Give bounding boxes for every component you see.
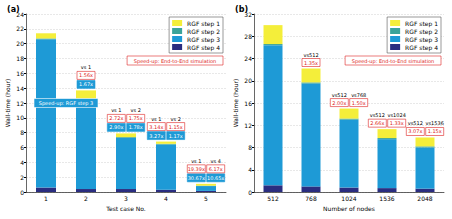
svg-text:12: 12 [16, 100, 24, 107]
svg-text:4: 4 [164, 195, 168, 202]
svg-text:Speed-up: End-to-End simulatio: Speed-up: End-to-End simulation [134, 58, 216, 65]
svg-text:8: 8 [248, 144, 252, 151]
svg-text:1.17x: 1.17x [169, 133, 183, 139]
svg-text:1.56x: 1.56x [79, 72, 93, 78]
svg-text:6.17x: 6.17x [209, 166, 223, 172]
svg-text:0: 0 [248, 189, 252, 196]
svg-text:8: 8 [20, 129, 24, 136]
svg-text:Wall-time (hour): Wall-time (hour) [232, 79, 239, 128]
svg-text:4: 4 [20, 159, 24, 166]
svg-text:vs 1: vs 1 [111, 107, 121, 113]
svg-text:1.15x: 1.15x [169, 124, 183, 130]
svg-text:(a): (a) [7, 5, 20, 14]
svg-text:2.66x: 2.66x [370, 120, 384, 126]
svg-text:Speed-up: RGF step 3: Speed-up: RGF step 3 [39, 100, 94, 107]
svg-text:5: 5 [204, 195, 208, 202]
svg-text:3.14x: 3.14x [149, 124, 163, 130]
svg-text:Speed-up: End-to-End simulatio: Speed-up: End-to-End simulation [352, 58, 434, 65]
svg-text:vs512: vs512 [303, 52, 318, 58]
svg-text:20: 20 [244, 77, 252, 84]
svg-text:1.75x: 1.75x [129, 115, 143, 121]
svg-text:1.78x: 1.78x [129, 124, 143, 130]
svg-text:22: 22 [16, 25, 24, 32]
svg-text:1.35x: 1.35x [304, 60, 318, 66]
svg-text:24: 24 [244, 55, 252, 62]
svg-text:RGF step 2: RGF step 2 [405, 28, 438, 36]
svg-text:2048: 2048 [417, 195, 432, 202]
svg-text:vs 1: vs 1 [81, 64, 91, 70]
svg-text:vs 1: vs 1 [191, 158, 201, 164]
svg-text:6: 6 [20, 144, 24, 151]
svg-text:vs512: vs512 [370, 112, 385, 118]
svg-text:vs 4: vs 4 [211, 158, 221, 164]
svg-text:Wall-time (hour): Wall-time (hour) [4, 79, 11, 128]
svg-text:(b): (b) [235, 5, 248, 14]
svg-text:vs1536: vs1536 [426, 120, 444, 126]
svg-text:20: 20 [16, 40, 24, 47]
svg-text:32: 32 [244, 10, 252, 18]
svg-text:RGF step 3: RGF step 3 [405, 36, 438, 44]
svg-text:RGF step 4: RGF step 4 [187, 44, 220, 52]
svg-text:2.72x: 2.72x [109, 115, 123, 121]
svg-text:vs512: vs512 [408, 120, 423, 126]
svg-text:1: 1 [44, 195, 48, 202]
svg-text:14: 14 [16, 85, 24, 92]
svg-text:Number of nodes: Number of nodes [323, 205, 375, 212]
svg-text:2: 2 [84, 195, 88, 202]
svg-text:3.27x: 3.27x [149, 133, 163, 139]
svg-text:512: 512 [267, 195, 279, 202]
svg-text:Test case No.: Test case No. [105, 205, 145, 212]
svg-text:vs 2: vs 2 [131, 107, 141, 113]
svg-text:RGF step 2: RGF step 2 [187, 28, 220, 36]
svg-text:1.67x: 1.67x [79, 81, 93, 87]
svg-text:3: 3 [124, 195, 128, 202]
svg-text:19.39x: 19.39x [188, 166, 205, 172]
svg-text:28: 28 [244, 33, 252, 40]
svg-text:RGF step 1: RGF step 1 [405, 20, 438, 28]
svg-text:1536: 1536 [379, 195, 394, 202]
svg-text:vs768: vs768 [351, 92, 366, 98]
svg-text:768: 768 [305, 195, 317, 202]
svg-text:vs1024: vs1024 [388, 112, 406, 118]
svg-text:10: 10 [16, 114, 24, 121]
svg-text:vs512: vs512 [332, 92, 347, 98]
svg-text:3.07x: 3.07x [408, 128, 422, 134]
svg-text:0: 0 [20, 189, 24, 196]
svg-text:vs 2: vs 2 [171, 116, 181, 122]
svg-text:18: 18 [16, 55, 24, 62]
svg-text:16: 16 [16, 70, 24, 77]
svg-text:2.00x: 2.00x [332, 100, 346, 106]
svg-text:RGF step 4: RGF step 4 [405, 44, 438, 52]
svg-text:1.50x: 1.50x [352, 100, 366, 106]
svg-text:12: 12 [244, 122, 252, 129]
svg-text:RGF step 1: RGF step 1 [187, 20, 220, 28]
svg-text:2.90x: 2.90x [109, 124, 123, 130]
svg-text:RGF step 3: RGF step 3 [187, 36, 220, 44]
svg-text:1.15x: 1.15x [428, 128, 442, 134]
svg-text:30.67x: 30.67x [188, 175, 205, 181]
svg-text:2: 2 [20, 174, 24, 181]
svg-text:1.33x: 1.33x [390, 120, 404, 126]
svg-text:1024: 1024 [341, 195, 356, 202]
svg-text:10.65x: 10.65x [207, 175, 224, 181]
svg-text:24: 24 [16, 10, 24, 18]
svg-text:16: 16 [244, 100, 252, 107]
svg-text:4: 4 [248, 166, 252, 173]
svg-text:vs 1: vs 1 [151, 116, 161, 122]
